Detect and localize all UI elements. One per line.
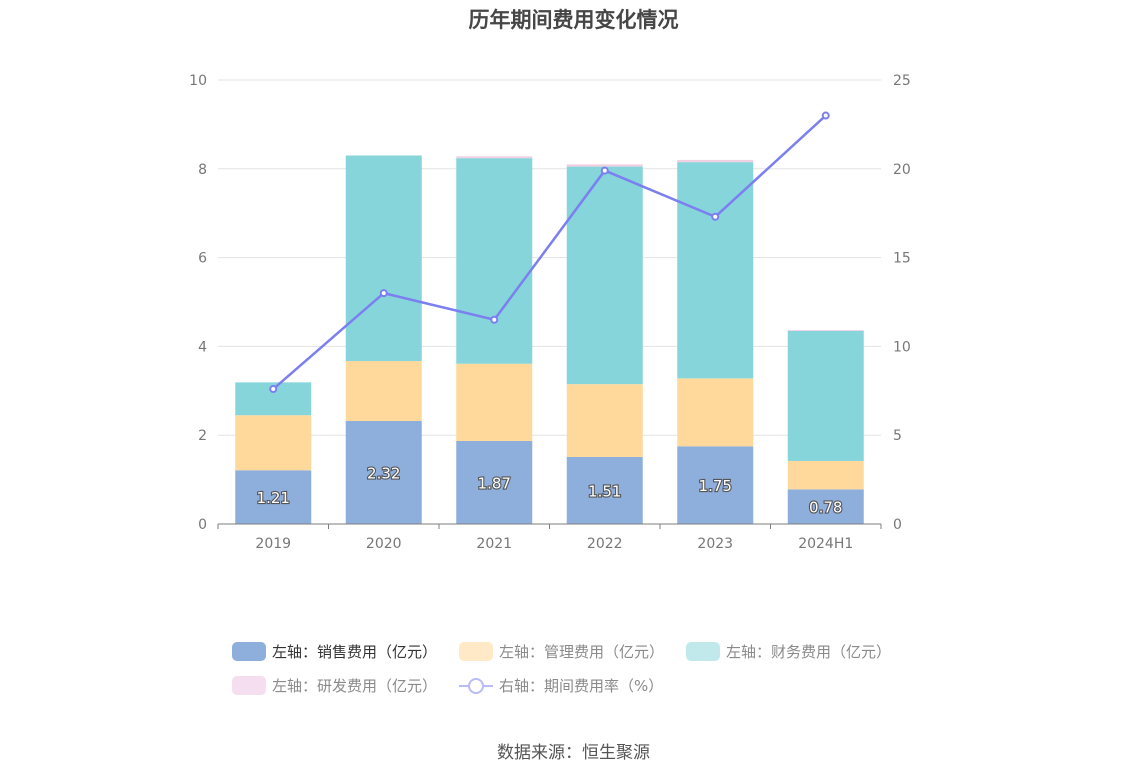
bar-segment bbox=[456, 440, 533, 524]
y-right-tick-label: 25 bbox=[893, 73, 911, 89]
legend-item-finance[interactable]: 左轴：财务费用（亿元） bbox=[686, 641, 891, 662]
chart-title: 历年期间费用变化情况 bbox=[468, 8, 679, 32]
y-right-tick-label: 15 bbox=[893, 251, 911, 267]
bar-segment bbox=[566, 166, 643, 385]
y-right-tick-label: 0 bbox=[893, 517, 902, 533]
legend-dot-mark bbox=[468, 677, 485, 694]
bar-segment bbox=[677, 162, 754, 379]
y-left-tick-label: 10 bbox=[189, 73, 207, 89]
legend-label-sales: 左轴：销售费用（亿元） bbox=[272, 642, 438, 661]
chart-svg: 0 2 4 6 8 10 0 5 10 15 20 25 1.21 2.32 1.87 1.51 1.75 0.7… bbox=[189, 73, 911, 552]
bar-segment bbox=[566, 384, 643, 457]
x-tick-label: 2020 bbox=[366, 536, 402, 552]
line-point bbox=[600, 166, 609, 175]
bar-segment bbox=[235, 415, 312, 471]
bar-segment bbox=[677, 378, 754, 447]
legend: 左轴：销售费用（亿元） 左轴：管理费用（亿元） 左轴：财务费用（亿元） 左轴：研… bbox=[232, 640, 952, 708]
bar-data-label: 1.51 bbox=[588, 482, 621, 500]
legend-swatch-admin bbox=[459, 641, 494, 661]
y-left-tick-label: 2 bbox=[198, 428, 207, 444]
bar-data-label: 1.75 bbox=[699, 477, 732, 495]
bar-segment bbox=[566, 164, 643, 167]
bar-segment bbox=[566, 456, 643, 524]
bar-segment bbox=[235, 470, 312, 524]
y-left-tick-label: 4 bbox=[198, 339, 207, 355]
bar-data-label: 2.32 bbox=[367, 464, 400, 482]
legend-swatch-sales bbox=[232, 641, 266, 661]
line-point bbox=[821, 111, 830, 120]
legend-label-admin: 左轴：管理费用（亿元） bbox=[499, 642, 665, 661]
legend-swatch-expense-ratio bbox=[459, 676, 494, 695]
x-tick-label: 2023 bbox=[697, 536, 733, 552]
bar-segment bbox=[677, 446, 754, 524]
legend-label-expense-ratio: 右轴：期间费用率（%） bbox=[499, 676, 664, 695]
y-left-tick-label: 0 bbox=[198, 517, 207, 533]
legend-item-admin[interactable]: 左轴：管理费用（亿元） bbox=[459, 641, 664, 662]
bar-segment bbox=[456, 158, 533, 364]
legend-item-expense-ratio[interactable]: 右轴：期间费用率（%） bbox=[459, 675, 663, 696]
y-left-tick-label: 6 bbox=[198, 251, 207, 267]
legend-row-2: 左轴：研发费用（亿元） 右轴：期间费用率（%） bbox=[232, 674, 952, 696]
bar-segment bbox=[677, 159, 754, 163]
line-point bbox=[711, 212, 720, 221]
legend-item-sales[interactable]: 左轴：销售费用（亿元） bbox=[232, 641, 437, 662]
bar-segment bbox=[345, 155, 422, 362]
line-point bbox=[490, 315, 499, 324]
line-series-path bbox=[272, 114, 827, 390]
data-source-note: 数据来源：恒生聚源 bbox=[497, 743, 650, 763]
bar-data-label: 1.21 bbox=[257, 489, 290, 507]
bar-segment bbox=[456, 363, 533, 441]
bar-segment bbox=[456, 156, 533, 159]
legend-row-1: 左轴：销售费用（亿元） 左轴：管理费用（亿元） 左轴：财务费用（亿元） bbox=[232, 640, 952, 662]
y-right-tick-label: 5 bbox=[893, 428, 902, 444]
bar-segment bbox=[787, 330, 864, 461]
x-tick-label: 2024H1 bbox=[798, 536, 853, 552]
line-point bbox=[379, 289, 388, 298]
legend-label-rnd: 左轴：研发费用（亿元） bbox=[272, 676, 438, 695]
bar-segment bbox=[787, 489, 864, 524]
bar-segment bbox=[345, 420, 422, 524]
y-right-tick-label: 20 bbox=[893, 162, 911, 178]
bar-segment bbox=[787, 460, 864, 490]
bar-segment bbox=[345, 361, 422, 421]
x-tick-label: 2019 bbox=[255, 536, 291, 552]
x-tick-label: 2021 bbox=[476, 536, 512, 552]
bar-data-label: 0.78 bbox=[809, 499, 842, 517]
bar-segment bbox=[787, 329, 864, 331]
line-point bbox=[269, 385, 278, 394]
y-left-tick-label: 8 bbox=[198, 162, 207, 178]
legend-item-rnd[interactable]: 左轴：研发费用（亿元） bbox=[232, 675, 437, 696]
legend-label-finance: 左轴：财务费用（亿元） bbox=[726, 642, 892, 661]
bar-data-label: 1.87 bbox=[478, 474, 511, 492]
legend-swatch-finance bbox=[686, 641, 721, 661]
x-tick-label: 2022 bbox=[587, 536, 623, 552]
legend-swatch-rnd bbox=[232, 675, 266, 695]
y-right-tick-label: 10 bbox=[893, 339, 911, 355]
